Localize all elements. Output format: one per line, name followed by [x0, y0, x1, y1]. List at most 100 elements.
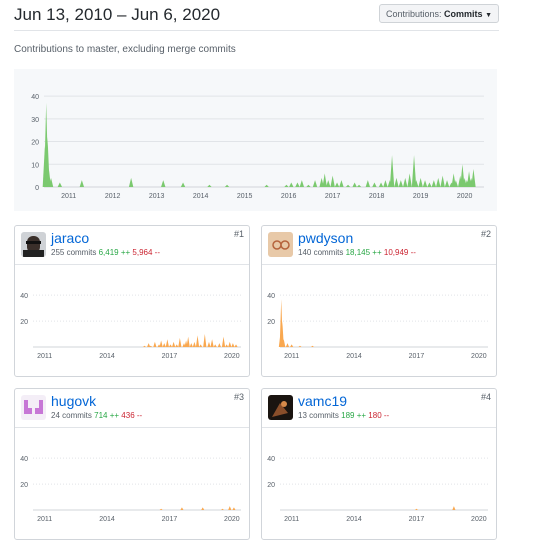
dropdown-value: Commits [444, 9, 483, 19]
y-tick-label: 40 [267, 456, 275, 463]
data-spike [471, 168, 476, 187]
main-chart-svg: 0 10 20 30 40 2011 2012 2013 2014 2015 2016 2017 201… [31, 94, 484, 200]
data-spike [234, 344, 238, 347]
x-tick-label: 2011 [284, 353, 299, 360]
data-spike [345, 184, 351, 187]
avatar-pwdyson-image [268, 232, 293, 257]
x-tick-label: 2012 [105, 193, 121, 200]
commit-count: 13 commits [298, 411, 339, 420]
data-spike [389, 155, 395, 187]
data-spike [378, 182, 384, 187]
x-tick-label: 2020 [471, 516, 487, 523]
y-tick-label: 20 [267, 482, 275, 489]
x-tick-label: 2011 [37, 353, 52, 360]
main-contributions-chart[interactable]: 0 10 20 30 40 2011 2012 2013 2014 2015 2016 2017 201… [14, 69, 497, 211]
contribution-type-dropdown[interactable]: Contributions: Commits ▼ [378, 4, 499, 23]
data-spike [312, 180, 318, 187]
data-spike [228, 341, 232, 347]
y-tick-label: 20 [31, 140, 39, 147]
data-spike [403, 177, 408, 187]
avatar[interactable] [268, 232, 293, 257]
contributor-card-header: jaraco 255 commits 6,419 ++ 5,964 -- #1 [15, 226, 249, 265]
contributor-username[interactable]: pwdyson [298, 230, 354, 246]
contributor-chart[interactable]: 20 40 2011 2014 2017 2020 [15, 428, 249, 538]
data-spike [411, 155, 417, 187]
data-spike [189, 343, 193, 347]
data-spike [142, 345, 147, 347]
data-spike [330, 175, 335, 187]
contributor-stats: 24 commits 714 ++ 436 -- [51, 411, 142, 420]
contributor-rank: #1 [233, 229, 244, 239]
x-tick-label: 2020 [471, 353, 487, 360]
data-spike [280, 321, 284, 347]
x-tick-label: 2020 [224, 353, 240, 360]
data-spike [372, 182, 377, 187]
contributor-username[interactable]: hugovk [51, 393, 97, 409]
contributor-rank: #4 [480, 392, 491, 402]
contributor-card: pwdyson 140 commits 18,145 ++ 10,949 -- … [261, 225, 497, 377]
avatar[interactable] [21, 232, 46, 257]
x-tick-label: 2014 [99, 516, 115, 523]
data-spike [290, 344, 294, 347]
data-spike [213, 344, 217, 347]
data-spike [57, 182, 63, 187]
data-spike [322, 173, 327, 187]
deletions-count: 5,964 -- [132, 248, 160, 257]
data-spike [298, 345, 302, 347]
avatar-jaraco-image [21, 232, 46, 257]
data-spike [195, 335, 200, 347]
data-spike [365, 180, 371, 187]
data-spike [178, 337, 182, 347]
data-spike [427, 182, 432, 187]
data-spike [431, 180, 437, 187]
commit-count: 140 commits [298, 248, 344, 257]
data-spike [128, 177, 134, 187]
x-tick-label: 2011 [37, 516, 52, 523]
y-tick-label: 20 [20, 319, 28, 326]
y-tick-label: 20 [20, 482, 28, 489]
contributor-chart-svg: 20 40 2011 2014 2017 2020 [267, 293, 488, 360]
contributor-chart[interactable]: 20 40 2011 2014 2017 2020 [262, 265, 496, 375]
data-spike [232, 507, 236, 510]
data-spike [398, 180, 404, 187]
contributor-card: hugovk 24 commits 714 ++ 436 -- #3 20 40 2… [14, 388, 250, 540]
data-spike [225, 344, 229, 347]
contributor-chart[interactable]: 20 40 2011 2014 2017 2020 [15, 265, 249, 375]
x-tick-label: 2017 [162, 353, 178, 360]
dropdown-prefix: Contributions: [385, 9, 442, 19]
data-spike [210, 339, 214, 347]
x-tick-label: 2017 [409, 516, 425, 523]
contributor-chart[interactable]: 20 40 2011 2014 2017 2020 [262, 428, 496, 538]
x-tick-label: 2017 [162, 516, 178, 523]
data-spike [180, 182, 186, 187]
data-spike [220, 508, 225, 510]
x-tick-label: 2020 [224, 516, 240, 523]
x-tick-label: 2011 [284, 516, 299, 523]
x-tick-label: 2017 [325, 193, 341, 200]
data-spike [414, 508, 419, 510]
data-spike [326, 180, 331, 187]
data-spike [356, 184, 362, 187]
contributor-stats: 255 commits 6,419 ++ 5,964 -- [51, 248, 160, 257]
data-spike [186, 336, 190, 347]
data-spike [162, 343, 166, 347]
contributor-rank: #2 [480, 229, 491, 239]
data-spike [310, 345, 315, 347]
avatar[interactable] [21, 395, 46, 420]
data-spike [394, 177, 399, 187]
contributor-username[interactable]: vamc19 [298, 393, 348, 409]
x-tick-label: 2018 [369, 193, 385, 200]
data-spike [299, 180, 305, 187]
contributor-stats: 13 commits 189 ++ 180 -- [298, 411, 389, 420]
avatar[interactable] [268, 395, 293, 420]
x-tick-label: 2020 [457, 193, 473, 200]
data-spike [221, 336, 226, 347]
data-spike [306, 184, 311, 187]
deletions-count: 10,949 -- [383, 248, 416, 257]
data-spike [224, 184, 230, 187]
data-spike [414, 180, 419, 187]
contributor-username[interactable]: jaraco [51, 230, 90, 246]
contributor-chart-svg: 20 40 2011 2014 2017 2020 [267, 456, 488, 523]
x-tick-label: 2013 [149, 193, 165, 200]
data-spike [264, 184, 269, 187]
